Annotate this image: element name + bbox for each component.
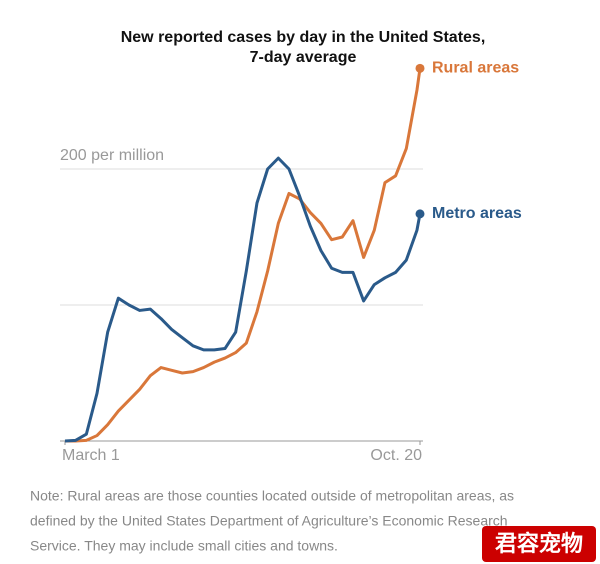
x-tick-label: Oct. 20 <box>370 447 422 464</box>
chart-title: New reported cases by day in the United … <box>121 29 486 46</box>
note: defined by the United States Department … <box>30 513 508 529</box>
end-point <box>415 63 425 73</box>
watermark: 君容宠物 <box>495 531 583 556</box>
series-label: Rural areas <box>432 60 519 77</box>
end-point <box>415 209 425 219</box>
series-line <box>64 156 422 443</box>
series-label: Metro areas <box>432 205 522 222</box>
note: Note: Rural areas are those counties loc… <box>30 488 514 504</box>
series-line <box>65 68 422 443</box>
watermark-box <box>482 526 596 562</box>
y-tick-label: 200 per million <box>60 147 164 164</box>
note: Service. They may include small cities a… <box>30 538 338 554</box>
chart-title: 7-day average <box>250 49 357 66</box>
x-tick-label: March 1 <box>62 447 120 464</box>
